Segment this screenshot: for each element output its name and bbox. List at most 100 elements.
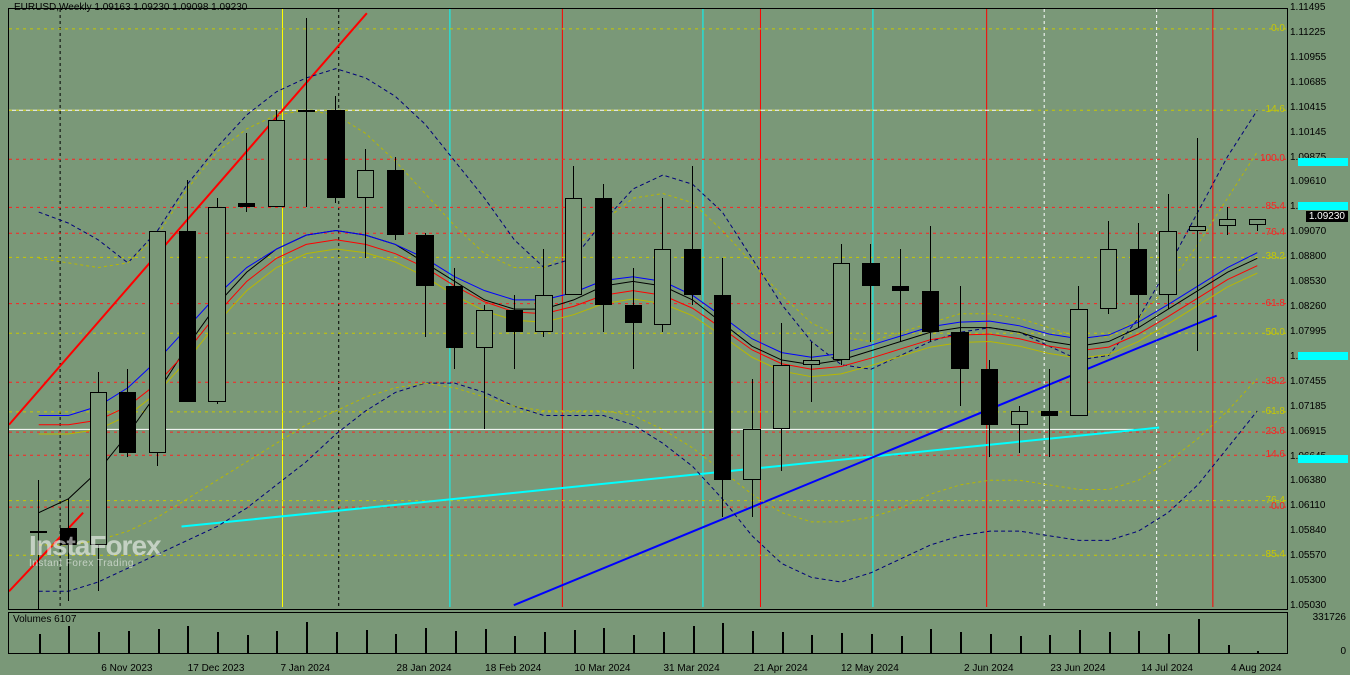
- candle-body[interactable]: [565, 198, 582, 295]
- volume-bar: [1079, 630, 1081, 653]
- volume-bar: [693, 626, 695, 653]
- price-panel[interactable]: 0.014.638.250.061.876.485.4100.085.476.4…: [8, 8, 1288, 610]
- fib-label: 14.6: [1266, 449, 1285, 460]
- y-tick: 1.06915: [1290, 426, 1326, 437]
- volume-bar: [752, 631, 754, 653]
- candle-body[interactable]: [1189, 226, 1206, 231]
- volume-bar: [1168, 634, 1170, 653]
- candle-body[interactable]: [179, 231, 196, 402]
- candle-body[interactable]: [1041, 411, 1058, 416]
- volume-bar: [841, 633, 843, 653]
- y-tick: 1.06110: [1290, 500, 1325, 511]
- y-tick: 1.07455: [1290, 376, 1326, 387]
- candle-body[interactable]: [1100, 249, 1117, 309]
- price-overlay: [9, 9, 1287, 609]
- candle-body[interactable]: [476, 310, 493, 348]
- candle-body[interactable]: [625, 305, 642, 323]
- level-marker: [1298, 158, 1348, 166]
- y-tick: 1.05570: [1290, 550, 1326, 561]
- candle-body[interactable]: [773, 365, 790, 430]
- candle-body[interactable]: [981, 369, 998, 424]
- volume-bar: [366, 630, 368, 653]
- candle-body[interactable]: [506, 310, 523, 332]
- candle-wick: [514, 295, 515, 369]
- candle-body[interactable]: [90, 392, 107, 545]
- candle-body[interactable]: [149, 231, 166, 453]
- fib-label: 85.4: [1266, 201, 1285, 212]
- x-tick: 4 Aug 2024: [1231, 663, 1282, 674]
- level-marker: [1298, 352, 1348, 360]
- volume-bar: [395, 634, 397, 653]
- candle-body[interactable]: [208, 207, 225, 401]
- current-price-flag: 1.09230: [1306, 211, 1348, 222]
- volume-panel[interactable]: Volumes 6107: [8, 612, 1288, 654]
- y-tick: 1.11225: [1290, 27, 1325, 38]
- volume-bar: [574, 630, 576, 653]
- candle-body[interactable]: [1249, 219, 1266, 225]
- x-tick: 7 Jan 2024: [280, 663, 330, 674]
- volume-bar: [485, 629, 487, 653]
- volume-bar: [782, 632, 784, 653]
- candle-body[interactable]: [1219, 219, 1236, 225]
- candle-body[interactable]: [298, 110, 315, 112]
- candle-body[interactable]: [357, 170, 374, 198]
- candle-body[interactable]: [892, 286, 909, 291]
- volume-bar: [158, 629, 160, 653]
- y-tick: 1.05030: [1290, 600, 1326, 611]
- fib-label: 61.8: [1266, 406, 1285, 417]
- y-tick: 1.08530: [1290, 276, 1326, 287]
- volume-bar: [544, 632, 546, 653]
- candle-body[interactable]: [833, 263, 850, 360]
- x-tick: 6 Nov 2023: [101, 663, 152, 674]
- candle-body[interactable]: [119, 392, 136, 452]
- volume-bar: [514, 636, 516, 653]
- volume-bar: [336, 632, 338, 653]
- candle-body[interactable]: [714, 295, 731, 480]
- fib-label: 76.4: [1266, 227, 1285, 238]
- volume-bar: [990, 634, 992, 653]
- candle-body[interactable]: [238, 203, 255, 208]
- candle-body[interactable]: [268, 120, 285, 208]
- fib-label: 38.2: [1266, 251, 1285, 262]
- candle-body[interactable]: [416, 235, 433, 286]
- candle-wick: [900, 249, 901, 341]
- candle-body[interactable]: [327, 110, 344, 198]
- volume-bar: [276, 631, 278, 653]
- candle-wick: [1197, 138, 1198, 351]
- volume-bar: [1228, 645, 1230, 653]
- volume-bar: [247, 635, 249, 653]
- candle-body[interactable]: [803, 360, 820, 365]
- candle-body[interactable]: [684, 249, 701, 295]
- candle-body[interactable]: [743, 429, 760, 480]
- candle-body[interactable]: [922, 291, 939, 333]
- candle-wick: [811, 342, 812, 402]
- fib-label: 23.6: [1266, 426, 1285, 437]
- candle-body[interactable]: [446, 286, 463, 348]
- candle-body[interactable]: [1130, 249, 1147, 295]
- y-tick: 1.07185: [1290, 401, 1326, 412]
- fib-label: 100.0: [1260, 153, 1285, 164]
- candle-body[interactable]: [862, 263, 879, 286]
- x-tick: 17 Dec 2023: [188, 663, 245, 674]
- candle-body[interactable]: [535, 295, 552, 332]
- vol-tick: 0: [1340, 646, 1346, 657]
- candle-body[interactable]: [654, 249, 671, 325]
- y-tick: 1.10415: [1290, 102, 1326, 113]
- watermark: InstaForex Instant Forex Trading: [29, 530, 161, 569]
- candle-body[interactable]: [387, 170, 404, 235]
- candle-body[interactable]: [1011, 411, 1028, 425]
- candle-body[interactable]: [951, 332, 968, 369]
- volume-bar: [39, 634, 41, 653]
- y-tick: 1.08800: [1290, 251, 1326, 262]
- candle-body[interactable]: [1070, 309, 1087, 415]
- volume-bar: [68, 626, 70, 653]
- volume-title: Volumes 6107: [13, 614, 76, 625]
- level-marker: [1298, 202, 1348, 210]
- fib-label: 14.6: [1266, 104, 1285, 115]
- candle-body[interactable]: [1159, 231, 1176, 296]
- volume-bar: [217, 632, 219, 653]
- candle-wick: [246, 133, 247, 212]
- candle-body[interactable]: [595, 198, 612, 304]
- x-tick: 2 Jun 2024: [964, 663, 1014, 674]
- volume-bar: [455, 631, 457, 653]
